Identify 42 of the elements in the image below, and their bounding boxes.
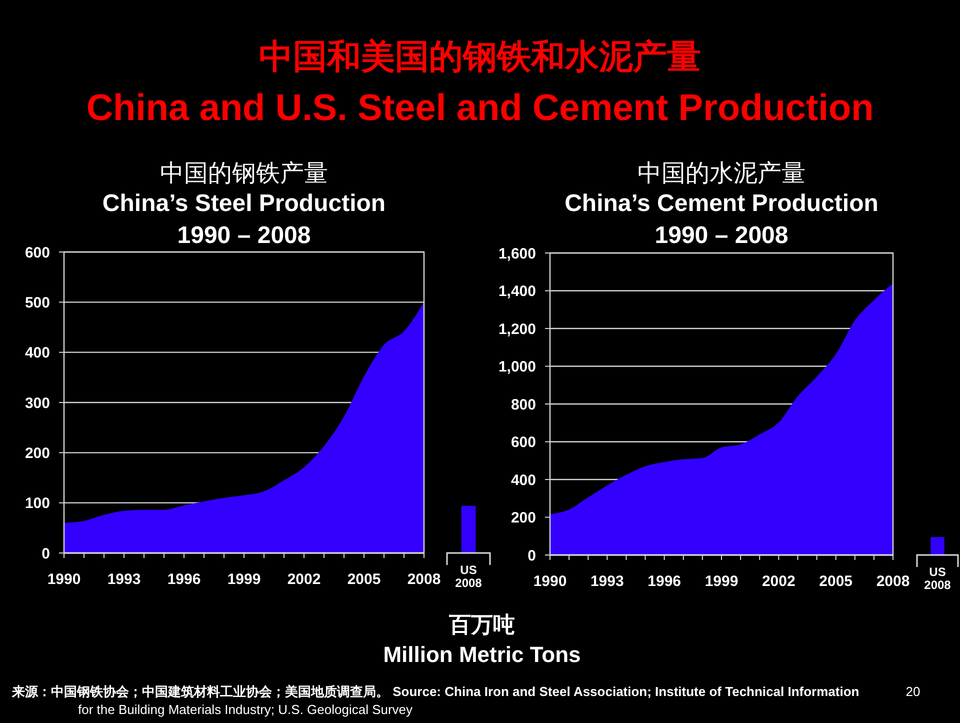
y-tick-label: 800: [510, 396, 536, 414]
x-tick-label: 2005: [347, 571, 381, 588]
y-tick-label: 600: [510, 434, 536, 451]
x-tick-label: US 2008: [924, 565, 952, 592]
chart-title: 中国的钢铁产量: [160, 160, 328, 187]
x-tick-label: 1996: [167, 571, 201, 588]
x-tick-label: 1990: [47, 571, 81, 588]
x-tick-label: 2002: [762, 573, 796, 590]
x-tick-label: 1990: [533, 573, 567, 590]
y-tick-label: 300: [24, 394, 50, 412]
y-tick-label: 500: [24, 294, 50, 312]
x-tick-label: 2008: [876, 573, 910, 590]
y-tick-label: 400: [24, 344, 50, 362]
y-tick-label: 400: [510, 472, 536, 489]
x-tick-label: 1996: [648, 573, 682, 590]
chart-title: 中国的水泥产量: [638, 160, 806, 187]
y-tick-label: 0: [528, 547, 536, 564]
text: 中国和美国的钢铁和水泥产量: [259, 38, 701, 76]
y-tick-label: 600: [24, 244, 50, 262]
y-tick-label: 1,600: [498, 245, 536, 262]
source-note: 来源：中国钢铁协会；中国建筑材料工业协会；美国地质调查局。 Source: China Iron and Steel Association; Institute of Technical Information for the Building Materials Industry; U.S. Geological Survey: [11, 684, 860, 717]
text: 百万吨: [448, 612, 515, 637]
text: China and U.S. Steel and Cement Production: [86, 87, 874, 128]
x-tick-label: 1999: [704, 573, 738, 590]
x-tick-label: 2005: [819, 573, 853, 590]
y-tick-label: 1,400: [498, 283, 536, 300]
x-tick-label: US 2008: [455, 563, 482, 590]
y-tick-label: 100: [24, 495, 50, 512]
x-tick-label: 2002: [287, 571, 321, 588]
text: Million Metric Tons: [383, 642, 581, 667]
x-tick-label: 1993: [590, 573, 624, 590]
x-tick-label: 1999: [227, 571, 261, 588]
x-tick-label: 2008: [407, 571, 441, 588]
y-tick-label: 1,000: [498, 358, 536, 376]
y-tick-label: 200: [510, 510, 536, 526]
chart-subtitle: China’s Steel Production 1990 – 2008: [102, 190, 386, 249]
chart-subtitle: China’s Cement Production 1990 – 2008: [564, 190, 878, 249]
y-tick-label: 0: [42, 545, 50, 562]
y-tick-label: 200: [24, 444, 50, 462]
x-tick-label: 1993: [107, 571, 141, 588]
y-tick-label: 1,200: [498, 320, 536, 338]
text: 20: [906, 684, 920, 699]
